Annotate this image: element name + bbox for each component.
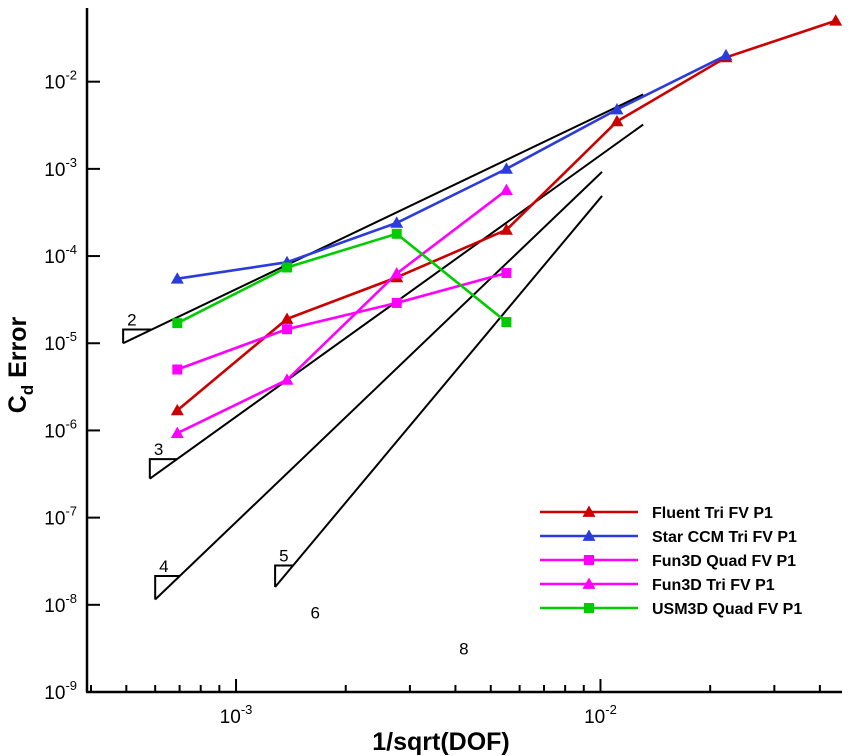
data-point-fluent-tri-fv-p1 bbox=[610, 114, 624, 127]
y-axis-title-rest: Error bbox=[4, 316, 32, 384]
data-point-usm3d-quad-fv-p1 bbox=[501, 317, 512, 328]
y-tick-label: 10-4 bbox=[44, 242, 77, 268]
slope-5: 5 bbox=[274, 195, 603, 588]
legend-item-fun3d-tri-fv-p1: Fun3D Tri FV P1 bbox=[540, 577, 775, 594]
data-point-usm3d-quad-fv-p1 bbox=[391, 228, 402, 239]
data-point-star-ccm-tri-fv-p1 bbox=[499, 162, 513, 174]
annotations: 68 bbox=[311, 603, 469, 658]
y-tick-label: 10-7 bbox=[44, 504, 77, 530]
legend-label: Fun3D Tri FV P1 bbox=[652, 577, 775, 594]
slope-label-4: 4 bbox=[159, 557, 168, 576]
slope-label-2: 2 bbox=[127, 311, 136, 330]
x-tick-label: 10-2 bbox=[584, 702, 617, 728]
data-point-fluent-tri-fv-p1 bbox=[170, 403, 184, 416]
y-tick-label: 10-8 bbox=[44, 591, 77, 617]
legend-item-fluent-tri-fv-p1: Fluent Tri FV P1 bbox=[540, 505, 773, 522]
data-point-fun3d-quad-fv-p1 bbox=[282, 324, 293, 335]
data-point-star-ccm-tri-fv-p1 bbox=[390, 216, 404, 228]
y-axis-title-subscript: d bbox=[18, 385, 37, 395]
series-fun3d-quad-fv-p1 bbox=[172, 267, 512, 375]
data-point-fluent-tri-fv-p1 bbox=[280, 312, 294, 324]
y-tick-label: 10-2 bbox=[44, 68, 77, 94]
data-point-fun3d-tri-fv-p1 bbox=[280, 373, 294, 385]
y-axis-title-base: C bbox=[4, 395, 32, 413]
axes bbox=[85, 8, 842, 694]
y-tick-label: 10-6 bbox=[44, 416, 77, 442]
series-line-fun3d-tri-fv-p1 bbox=[176, 189, 508, 435]
slope-line-2 bbox=[122, 93, 644, 345]
data-point-usm3d-quad-fv-p1 bbox=[282, 262, 293, 273]
data-point-fun3d-quad-fv-p1 bbox=[501, 267, 512, 278]
series-star-ccm-tri-fv-p1 bbox=[170, 48, 733, 284]
legend-marker bbox=[582, 505, 596, 517]
y-tick-label: 10-5 bbox=[44, 329, 77, 355]
y-tick-label: 10-3 bbox=[44, 155, 77, 181]
slope-triangle-5 bbox=[274, 564, 294, 588]
data-point-star-ccm-tri-fv-p1 bbox=[719, 48, 733, 61]
series-line-fun3d-quad-fv-p1 bbox=[176, 271, 507, 371]
data-point-fun3d-tri-fv-p1 bbox=[499, 183, 513, 196]
slope-line-4 bbox=[154, 171, 603, 601]
data-point-fluent-tri-fv-p1 bbox=[499, 223, 513, 235]
series-line-usm3d-quad-fv-p1 bbox=[176, 232, 508, 325]
y-tick-label: 10-9 bbox=[44, 678, 77, 704]
y-axis-title: Cd Error bbox=[4, 316, 37, 413]
slope-triangle-4 bbox=[154, 575, 180, 600]
legend-marker bbox=[584, 603, 594, 613]
data-point-fun3d-quad-fv-p1 bbox=[391, 297, 402, 308]
axis-ticks: 10-9 10-8 10-7 10-6 10-5 10-4 10-3 10-2 10-3 10-2 bbox=[44, 68, 821, 728]
legend-marker bbox=[582, 577, 596, 589]
slope-2: 2 bbox=[122, 93, 644, 345]
data-point-fluent-tri-fv-p1 bbox=[829, 14, 843, 26]
series-line-star-ccm-tri-fv-p1 bbox=[177, 54, 727, 280]
annotation-8: 8 bbox=[459, 639, 468, 658]
slope-triangle-2 bbox=[122, 328, 152, 344]
legend-label: Star CCM Tri FV P1 bbox=[652, 529, 797, 546]
reference-slopes: 2 3 4 5 bbox=[122, 93, 644, 601]
slope-label-3: 3 bbox=[154, 440, 163, 459]
x-axis-title: 1/sqrt(DOF) bbox=[372, 728, 510, 756]
series-usm3d-quad-fv-p1 bbox=[172, 228, 512, 329]
slope-4: 4 bbox=[154, 171, 603, 601]
annotation-6: 6 bbox=[311, 603, 320, 622]
legend-label: USM3D Quad FV P1 bbox=[652, 601, 802, 618]
series-fun3d-tri-fv-p1 bbox=[170, 183, 513, 439]
data-point-usm3d-quad-fv-p1 bbox=[172, 318, 183, 329]
series-fluent-tri-fv-p1 bbox=[170, 14, 843, 416]
series-line-fluent-tri-fv-p1 bbox=[176, 19, 837, 412]
data-point-fun3d-quad-fv-p1 bbox=[172, 364, 183, 375]
legend-label: Fun3D Quad FV P1 bbox=[652, 553, 796, 570]
data-point-star-ccm-tri-fv-p1 bbox=[170, 272, 184, 284]
legend-marker bbox=[582, 529, 596, 541]
legend-item-star-ccm-tri-fv-p1: Star CCM Tri FV P1 bbox=[540, 529, 797, 546]
legend-marker bbox=[584, 555, 594, 565]
slope-line-5 bbox=[274, 195, 603, 588]
slope-label-5: 5 bbox=[279, 547, 288, 566]
data-point-fun3d-tri-fv-p1 bbox=[390, 267, 404, 279]
legend: Fluent Tri FV P1 Star CCM Tri FV P1 Fun3D … bbox=[540, 505, 802, 618]
legend-label: Fluent Tri FV P1 bbox=[652, 505, 773, 522]
data-point-fun3d-tri-fv-p1 bbox=[170, 426, 184, 439]
x-tick-label: 10-3 bbox=[220, 702, 253, 728]
data-point-star-ccm-tri-fv-p1 bbox=[610, 102, 624, 115]
slope-triangle-3 bbox=[148, 458, 177, 479]
legend-item-fun3d-quad-fv-p1: Fun3D Quad FV P1 bbox=[540, 553, 796, 570]
data-series bbox=[170, 14, 843, 439]
legend-item-usm3d-quad-fv-p1: USM3D Quad FV P1 bbox=[540, 601, 802, 618]
